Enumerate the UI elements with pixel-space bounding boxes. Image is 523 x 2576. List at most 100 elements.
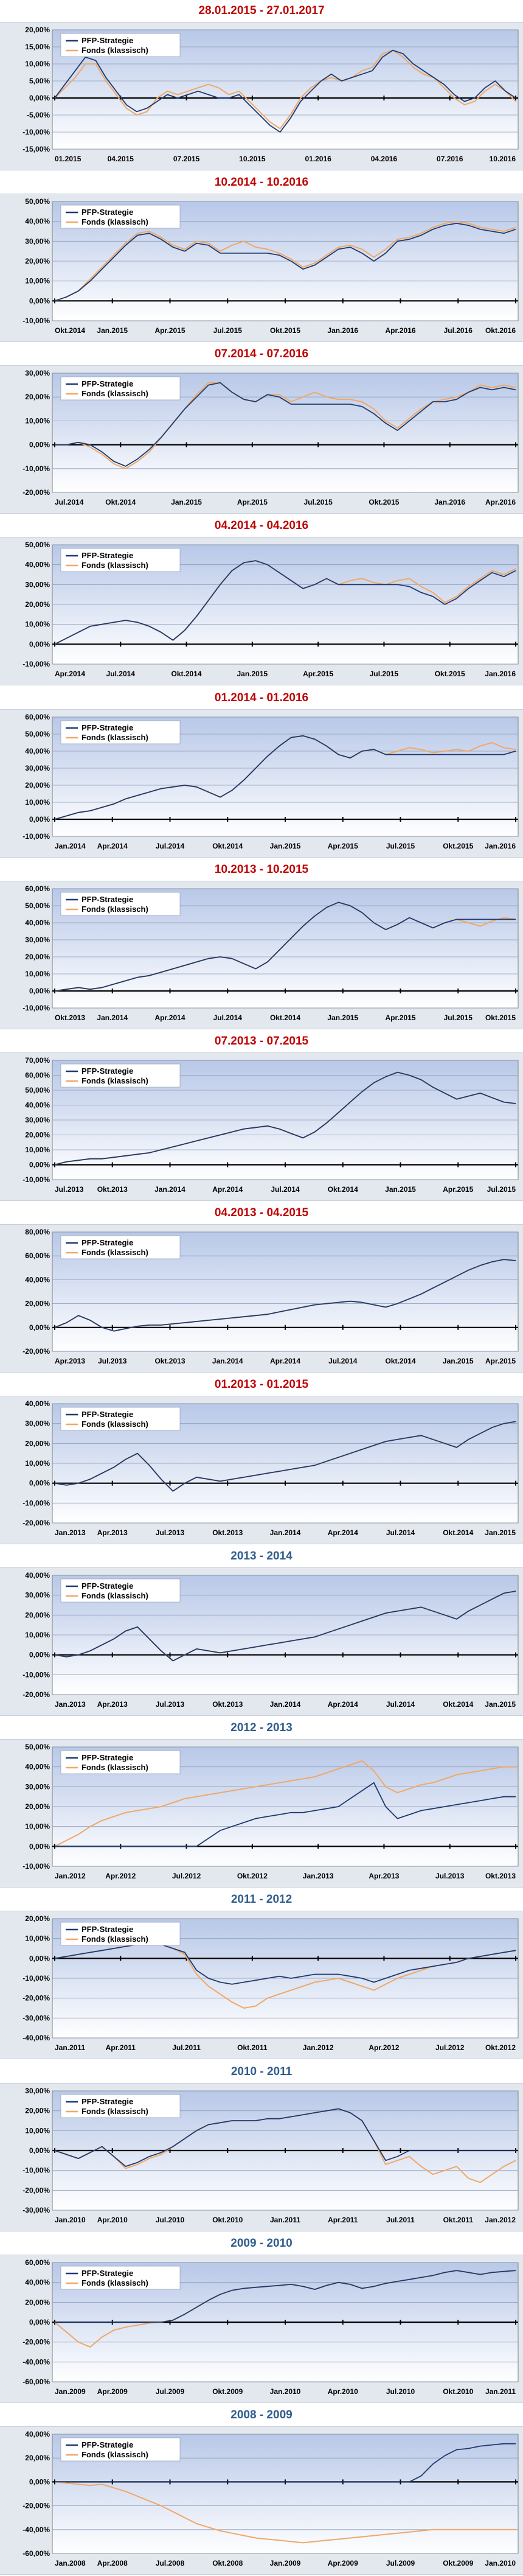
- y-tick-label: -30,00%: [23, 2014, 50, 2022]
- x-tick-label: Apr.2015: [443, 1185, 473, 1194]
- y-tick-label: 40,00%: [25, 1763, 50, 1771]
- series-line-pfp-strategie: [54, 901, 516, 992]
- chart-panel: 2009 - 2010 60,00% 40,00% 20,00% 0,00% -20,00…: [0, 2233, 523, 2404]
- x-tick-label: Jan.2012: [55, 1872, 86, 1880]
- y-tick-label: 40,00%: [25, 561, 50, 569]
- chart-title: 10.2014 - 10.2016: [214, 176, 309, 189]
- y-tick-label: 10,00%: [25, 798, 50, 807]
- y-tick-label: 20,00%: [25, 953, 50, 961]
- chart-frame: 30,00% 20,00% 10,00% 0,00% -10,00% -20,00% Jul…: [0, 365, 523, 514]
- x-tick-label: Apr.2015: [154, 326, 185, 335]
- series-line-pfp-strategie: [54, 223, 516, 302]
- x-tick-label: Okt.2014: [270, 1013, 300, 1022]
- legend-label: Fonds (klassisch): [81, 2107, 148, 2116]
- chart-svg: 60,00% 50,00% 40,00% 30,00% 20,00% 10,00% 0,00…: [23, 884, 519, 1022]
- x-tick-label: Jan.2011: [55, 2043, 85, 2052]
- x-tick-label: Apr.2011: [106, 2043, 136, 2052]
- legend-label: Fonds (klassisch): [81, 1763, 148, 1772]
- series-line-pfp-strategie: [54, 1259, 516, 1332]
- chart-title: 28.01.2015 - 27.01.2017: [198, 4, 325, 17]
- chart-svg: 50,00% 40,00% 30,00% 20,00% 10,00% 0,00% -10,0…: [23, 197, 519, 335]
- x-tick-label: Jul.2016: [444, 326, 473, 335]
- x-tick-label: Okt.2013: [212, 1700, 243, 1709]
- y-tick-label: 10,00%: [25, 416, 50, 425]
- y-tick-label: -20,00%: [23, 2186, 50, 2194]
- y-tick-label: 70,00%: [25, 1056, 50, 1065]
- chart-panel: 01.2013 - 01.2015 40,00% 30,00% 20,00% 10,00…: [0, 1374, 523, 1545]
- x-tick-label: Okt.2012: [485, 2043, 516, 2052]
- legend-box: [60, 2266, 181, 2290]
- x-tick-label: Jul.2013: [156, 1528, 185, 1537]
- legend-label: PFP-Strategie: [81, 895, 133, 904]
- y-tick-label: 5,00%: [29, 77, 50, 85]
- chart-panel: 2012 - 2013 50,00% 40,00% 30,00% 20,00% 10,00…: [0, 1717, 523, 1889]
- y-tick-label: 20,00%: [25, 1131, 50, 1139]
- y-tick-label: 30,00%: [25, 1116, 50, 1124]
- legend-label: Fonds (klassisch): [81, 217, 148, 226]
- x-tick-label: Jul.2013: [98, 1357, 127, 1365]
- x-tick-label: Jul.2010: [156, 2216, 185, 2224]
- legend-label: PFP-Strategie: [81, 1581, 133, 1591]
- legend-box: [60, 1407, 181, 1431]
- x-tick-label: Okt.2013: [154, 1357, 185, 1365]
- y-tick-label: 30,00%: [25, 936, 50, 944]
- legend-label: PFP-Strategie: [81, 1925, 133, 1934]
- x-tick-label: 04.2015: [108, 155, 134, 163]
- series-line-fonds-klassisch: [54, 49, 516, 130]
- y-tick-label: 0,00%: [29, 1323, 50, 1332]
- series-line-pfp-strategie: [54, 1591, 516, 1662]
- x-tick-label: Jul.2013: [435, 1872, 465, 1880]
- y-tick-label: -10,00%: [23, 1670, 50, 1679]
- x-tick-label: Okt.2016: [485, 326, 516, 335]
- series-line-fonds-klassisch: [54, 220, 516, 302]
- x-tick-label: Jan.2014: [270, 1528, 301, 1537]
- x-tick-label: Jul.2012: [435, 2043, 465, 2052]
- x-tick-label: Jul.2015: [370, 670, 399, 678]
- y-tick-label: 15,00%: [25, 43, 50, 51]
- legend-label: PFP-Strategie: [81, 551, 133, 560]
- chart-panel: 07.2013 - 07.2015 70,00% 60,00% 50,00% 40,00…: [0, 1031, 523, 1202]
- legend-label: Fonds (klassisch): [81, 1934, 148, 1944]
- x-tick-label: Apr.2015: [237, 498, 268, 506]
- chart-title: 07.2013 - 07.2015: [214, 1035, 309, 1048]
- y-tick-label: 20,00%: [25, 26, 50, 34]
- x-tick-label: Apr.2014: [328, 1700, 358, 1709]
- chart-frame: 20,00% 10,00% 0,00% -10,00% -20,00% -30,00% -4…: [0, 1911, 523, 2059]
- x-tick-label: Jul.2014: [271, 1185, 300, 1194]
- y-tick-label: 30,00%: [25, 2087, 50, 2095]
- x-tick-label: Okt.2013: [97, 1185, 128, 1194]
- chart-frame: 50,00% 40,00% 30,00% 20,00% 10,00% 0,00% -10,0…: [0, 1739, 523, 1888]
- x-tick-label: Apr.2009: [97, 2387, 128, 2396]
- x-tick-label: Jan.2015: [385, 1185, 416, 1194]
- chart-svg: 40,00% 20,00% 0,00% -20,00% -40,00% -60,00% Ja…: [23, 2430, 519, 2567]
- chart-svg: 50,00% 40,00% 30,00% 20,00% 10,00% 0,00% -10,0…: [23, 541, 519, 678]
- x-tick-label: Jan.2014: [55, 842, 86, 850]
- legend-box: [60, 1750, 181, 1774]
- chart-frame: 60,00% 50,00% 40,00% 30,00% 20,00% 10,00% 0,00…: [0, 881, 523, 1029]
- x-tick-label: Jan.2013: [55, 1700, 86, 1709]
- chart-frame: 40,00% 30,00% 20,00% 10,00% 0,00% -10,00% -20,…: [0, 1396, 523, 1544]
- series-line-pfp-strategie: [54, 49, 516, 133]
- x-tick-label: Okt.2013: [485, 1872, 516, 1880]
- chart-frame: 50,00% 40,00% 30,00% 20,00% 10,00% 0,00% -10,0…: [0, 537, 523, 685]
- chart-panel: 04.2014 - 04.2016 50,00% 40,00% 30,00% 20,00…: [0, 515, 523, 687]
- legend-label: PFP-Strategie: [81, 379, 133, 388]
- chart-panel: 2011 - 2012 20,00% 10,00% 0,00% -10,00% -20,0…: [0, 1889, 523, 2060]
- y-tick-label: 50,00%: [25, 197, 50, 206]
- x-tick-label: 01.2016: [305, 155, 331, 163]
- y-tick-label: -10,00%: [23, 1175, 50, 1184]
- x-tick-label: Okt.2011: [443, 2216, 474, 2224]
- x-tick-label: Jul.2011: [386, 2216, 415, 2224]
- x-tick-label: Jan.2015: [485, 1700, 516, 1709]
- y-tick-label: 50,00%: [25, 1086, 50, 1094]
- legend-label: Fonds (klassisch): [81, 2450, 148, 2459]
- legend-box: [60, 720, 181, 744]
- chart-title: 07.2014 - 07.2016: [214, 348, 309, 360]
